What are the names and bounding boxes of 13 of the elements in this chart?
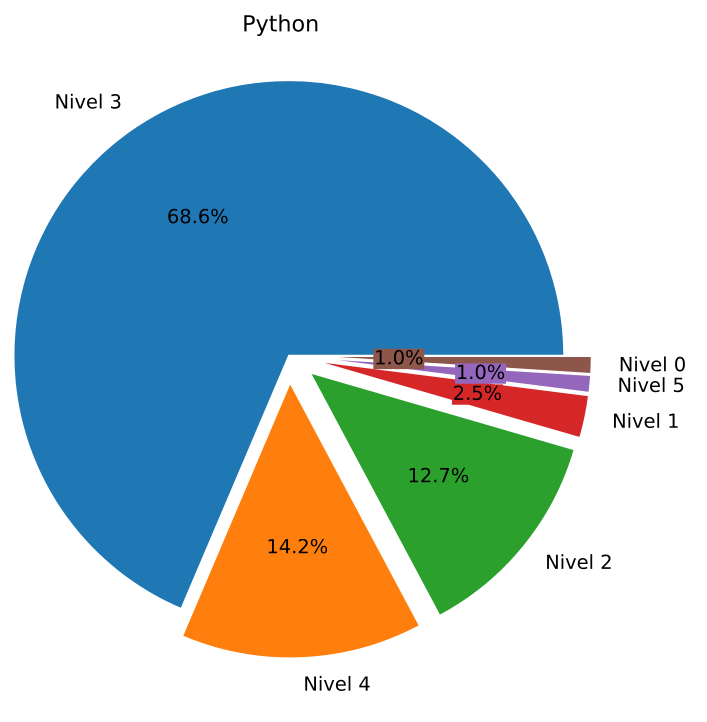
slice-label: Nivel 2 bbox=[547, 554, 611, 570]
slice-label: Nivel 4 bbox=[305, 676, 370, 691]
slice-label: Nivel 3 bbox=[56, 94, 120, 109]
data-label: 68.6% bbox=[168, 208, 228, 224]
data-label: 1.0% bbox=[458, 364, 504, 380]
slice-label: Nivel 5 bbox=[619, 377, 684, 392]
data-label: 2.5% bbox=[454, 385, 502, 400]
slice-label: Nivel 1 bbox=[614, 413, 678, 428]
data-label: 12.7% bbox=[410, 468, 468, 482]
data-label: 1.0% bbox=[376, 350, 422, 365]
chart-title: Python bbox=[244, 14, 318, 36]
slice-label: Nivel 0 bbox=[620, 356, 685, 372]
data-label: 14.2% bbox=[268, 538, 328, 554]
